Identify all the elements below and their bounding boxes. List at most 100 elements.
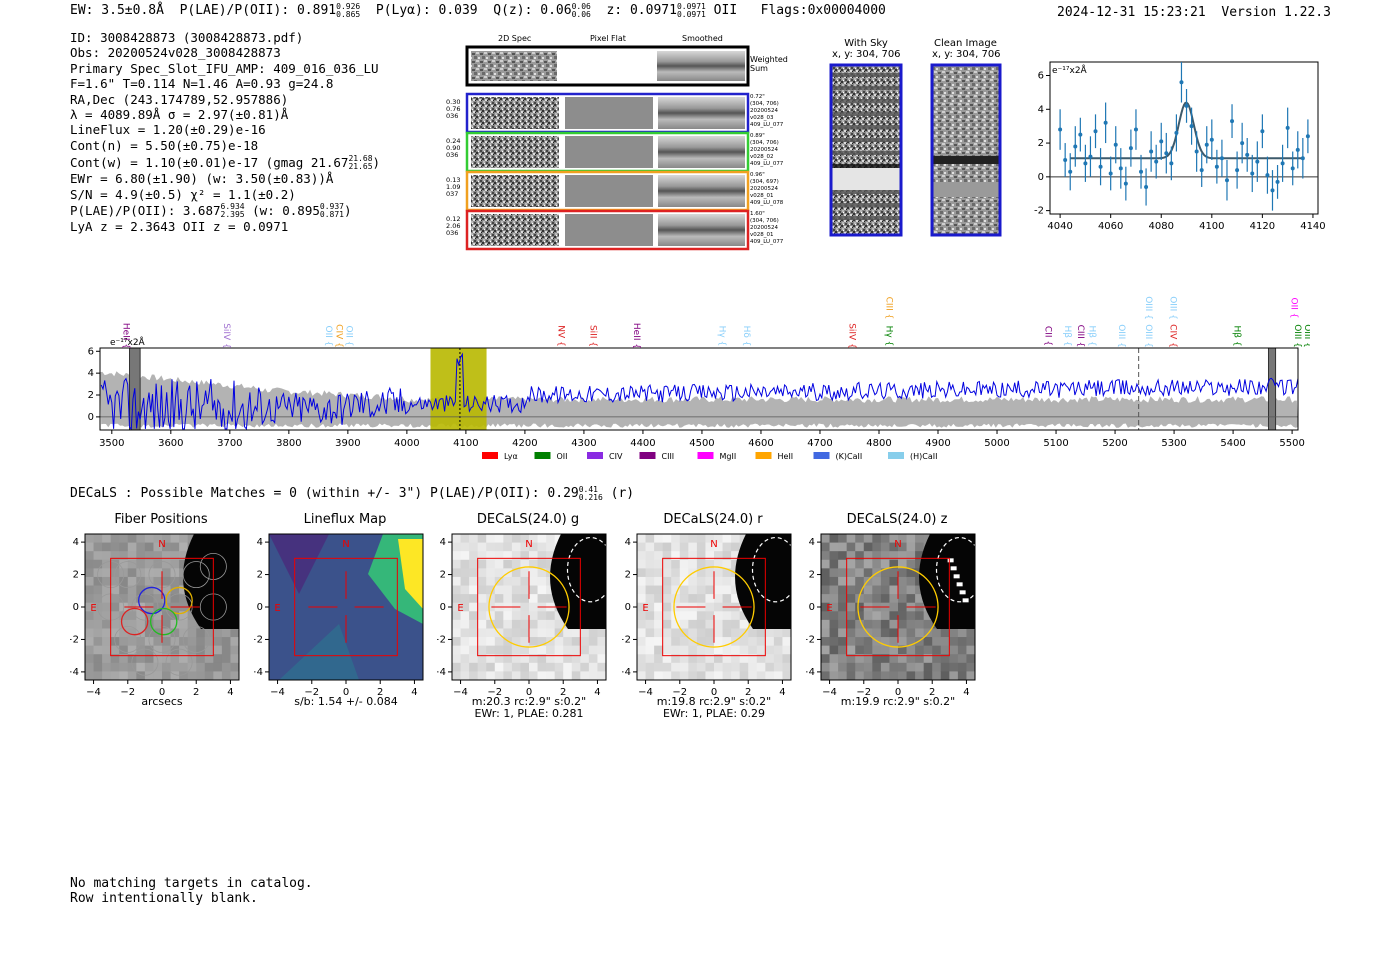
image-pixel <box>503 654 513 664</box>
image-pixel <box>119 645 129 655</box>
image-pixel <box>85 542 95 552</box>
image-pixel <box>748 671 758 681</box>
image-pixel <box>494 559 504 569</box>
image-pixel <box>731 671 741 681</box>
image-pixel <box>821 619 831 629</box>
image-pixel <box>654 559 664 569</box>
image-pixel <box>949 671 959 681</box>
image-pixel <box>838 637 848 647</box>
image-pixel <box>580 662 590 672</box>
image-pixel <box>486 585 496 595</box>
compass-east: E <box>642 603 648 614</box>
panel-x-tick-label: 2 <box>560 687 566 698</box>
image-pixel <box>654 654 664 664</box>
image-pixel <box>102 628 112 638</box>
image-pixel <box>722 645 732 655</box>
image-pixel <box>714 645 724 655</box>
aperture-circle <box>488 566 570 648</box>
image-pixel <box>153 619 163 629</box>
image-pixel <box>529 645 539 655</box>
image-pixel <box>179 619 189 629</box>
image-pixel <box>230 654 240 664</box>
image-pixel <box>452 637 462 647</box>
image-pixel <box>898 551 908 561</box>
image-pixel <box>829 551 839 561</box>
image-pixel <box>705 576 715 587</box>
info-line: ID: 3008428873 (3008428873.pdf) <box>70 30 304 45</box>
source-ellipse <box>566 536 615 603</box>
fit-data-point <box>1058 127 1063 132</box>
image-pixel <box>889 602 899 612</box>
image-pixel <box>162 662 172 672</box>
image-pixel <box>855 542 865 552</box>
image-pixel <box>889 637 899 647</box>
cutout-right-value: (304, 706) <box>750 140 779 146</box>
image-pixel <box>705 628 715 638</box>
image-pixel <box>486 645 496 655</box>
image-pixel <box>714 671 724 681</box>
image-pixel <box>898 602 908 612</box>
image-pixel <box>898 542 908 552</box>
decals-panel-image: N E −4 −4 −2 −2 0 0 2 2 4 4 <box>622 533 800 698</box>
image-pixel <box>645 602 655 612</box>
panel-y-tick-label: 0 <box>625 602 631 613</box>
image-pixel <box>863 559 873 569</box>
sky-stripe <box>831 216 901 220</box>
image-pixel <box>529 671 539 681</box>
image-pixel <box>136 654 146 664</box>
fit-data-point <box>1204 142 1209 147</box>
image-pixel <box>782 628 792 638</box>
image-pixel <box>144 576 154 587</box>
spectrum-x-tick-label: 3900 <box>335 438 360 449</box>
decals-panel-caption: arcsecs <box>70 696 254 708</box>
image-pixel <box>662 594 672 604</box>
image-pixel <box>204 671 214 681</box>
image-pixel <box>136 611 146 621</box>
image-pixel <box>722 568 732 578</box>
image-pixel <box>102 602 112 612</box>
image-pixel <box>102 568 112 578</box>
image-pixel <box>127 559 137 569</box>
decals-summary: DECaLS : Possible Matches = 0 (within +/… <box>70 486 634 502</box>
image-pixel <box>671 619 681 629</box>
image-pixel <box>949 662 959 672</box>
image-pixel <box>679 671 689 681</box>
image-pixel <box>645 585 655 595</box>
decals-panel-caption: s/b: 1.54 +/- 0.084 <box>254 696 438 708</box>
image-pixel <box>679 568 689 578</box>
info-ewr: EWr = 6.80(±1.90) (w: 3.50(±0.83))Å <box>70 171 334 187</box>
caption-line: m:19.9 rc:2.9" s:0.2" <box>840 695 956 708</box>
image-pixel <box>654 628 664 638</box>
cutout-row-left-label: 0.12 2.06 036 <box>446 216 460 237</box>
panel-y-tick-label: −4 <box>806 667 815 678</box>
image-pixel <box>906 654 916 664</box>
image-pixel <box>714 619 724 629</box>
image-pixel <box>940 628 950 638</box>
image-pixel <box>162 534 172 544</box>
image-pixel <box>645 637 655 647</box>
image-pixel <box>855 645 865 655</box>
image-pixel <box>846 576 856 587</box>
image-pixel <box>187 628 197 638</box>
image-pixel <box>511 654 521 664</box>
image-pixel <box>85 671 95 681</box>
image-pixel <box>846 645 856 655</box>
image-pixel <box>705 637 715 647</box>
image-pixel <box>645 542 655 552</box>
image-pixel <box>696 534 706 544</box>
spectrum-line-label: OII { <box>1289 298 1299 319</box>
image-pixel <box>923 619 933 629</box>
image-pixel <box>460 559 470 569</box>
image-pixel <box>906 551 916 561</box>
fit-data-point <box>1063 157 1068 162</box>
image-pixel <box>511 671 521 681</box>
image-pixel <box>872 576 882 587</box>
image-pixel <box>863 542 873 552</box>
cutout-2dspec <box>471 175 559 207</box>
image-pixel <box>654 645 664 655</box>
image-pixel <box>170 585 180 595</box>
image-pixel <box>494 568 504 578</box>
clean-image-coords: x, y: 304, 706 <box>932 49 1001 60</box>
spectrum-line-label: Hβ { <box>1231 325 1241 346</box>
plae-text: P(LAE)/P(OII): 3.687 <box>70 203 221 219</box>
